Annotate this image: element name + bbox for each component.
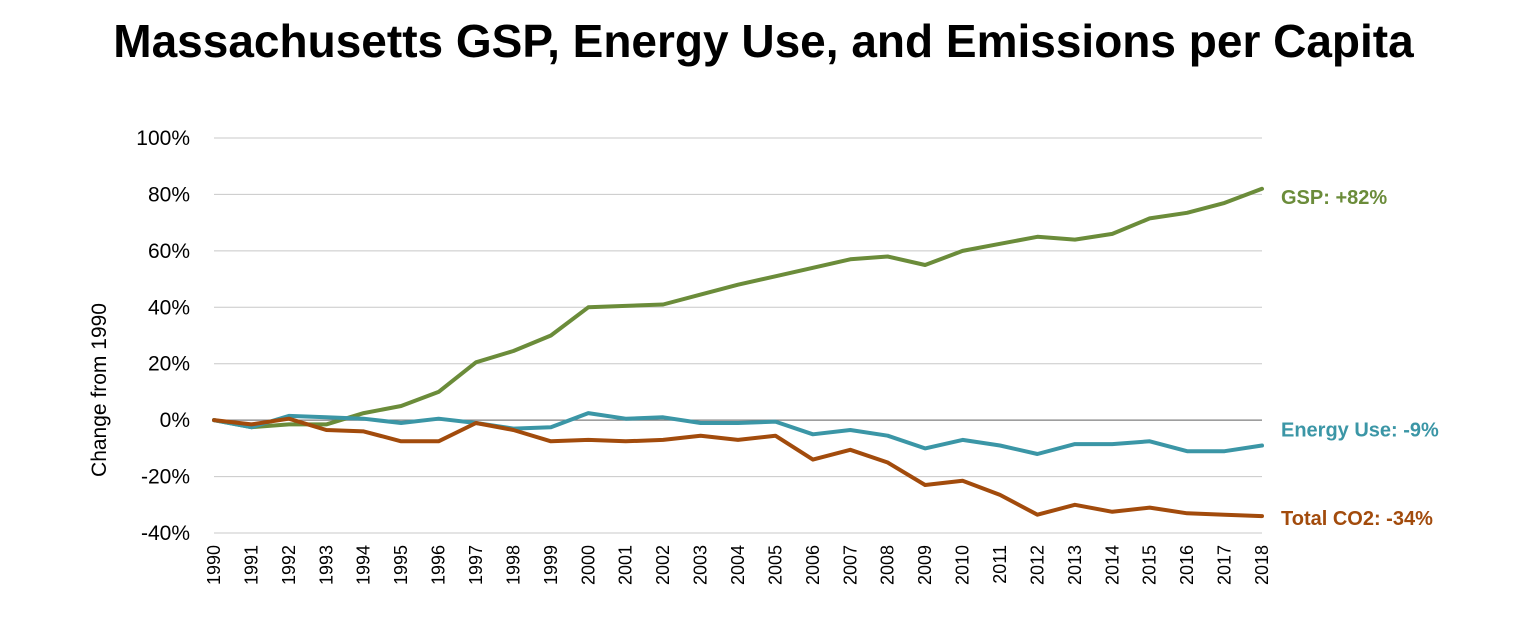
x-tick-label: 1990 (204, 545, 224, 585)
series-lines (212, 186, 1264, 519)
series-line-energy-use (212, 411, 1264, 456)
x-tick-label: 2000 (578, 545, 598, 585)
series-end-label-total-co2: Total CO2: -34% (1281, 508, 1433, 530)
x-tick-label: 1999 (541, 545, 561, 585)
x-tick-label: 1991 (241, 545, 261, 585)
x-tick-label: 2011 (990, 545, 1010, 584)
y-tick-label: 100% (136, 127, 190, 150)
x-axis-ticks: 1990 1991 1992 1993 1994 1995 1996 1997 1998 1999… (204, 545, 1272, 585)
x-tick-label: 2013 (1065, 545, 1085, 585)
x-tick-label: 1995 (391, 545, 411, 585)
series-end-label-energy-use: Energy Use: -9% (1281, 420, 1439, 442)
y-tick-label: 80% (148, 183, 190, 206)
y-tick-label: 40% (148, 296, 190, 319)
x-tick-label: 2007 (840, 545, 860, 585)
y-tick-label: 0% (160, 409, 190, 432)
x-tick-label: 2010 (953, 545, 973, 585)
grid-lines (214, 137, 1262, 534)
x-tick-label: 1998 (503, 545, 523, 585)
x-tick-label: 2004 (728, 545, 748, 585)
x-tick-label: 1994 (354, 545, 374, 585)
x-tick-label: 2008 (878, 545, 898, 585)
x-tick-label: 2009 (915, 545, 935, 585)
chart-title: Massachusetts GSP, Energy Use, and Emiss… (113, 15, 1414, 67)
y-tick-label: 60% (148, 240, 190, 263)
x-tick-label: 2016 (1177, 545, 1197, 585)
x-tick-label: 2014 (1102, 545, 1122, 585)
x-tick-label: 2002 (653, 545, 673, 585)
x-tick-label: 2017 (1215, 545, 1235, 585)
series-end-label-gsp: GSP: +82% (1281, 187, 1387, 209)
y-axis-label: Change from 1990 (88, 303, 111, 477)
series-end-labels: GSP: +82% Energy Use: -9% Total CO2: -34% (1281, 187, 1439, 530)
x-tick-label: 2003 (691, 545, 711, 585)
y-axis-ticks: 100% 80% 60% 40% 20% 0% -20% -40% (136, 127, 190, 545)
x-tick-label: 2001 (616, 545, 636, 585)
y-tick-label: 20% (148, 353, 190, 376)
x-tick-label: 1992 (279, 545, 299, 585)
x-tick-label: 2012 (1027, 545, 1047, 585)
x-tick-label: 2018 (1252, 545, 1272, 585)
x-tick-label: 1997 (466, 545, 486, 585)
x-tick-label: 2006 (803, 545, 823, 585)
x-tick-label: 1996 (429, 545, 449, 585)
series-line-total-co2 (212, 416, 1264, 519)
y-tick-label: -40% (141, 522, 190, 545)
y-tick-label: -20% (141, 466, 190, 489)
x-tick-label: 2015 (1140, 545, 1160, 585)
x-tick-label: 2005 (765, 545, 785, 585)
x-tick-label: 1993 (316, 545, 336, 585)
series-line-gsp (212, 186, 1264, 430)
